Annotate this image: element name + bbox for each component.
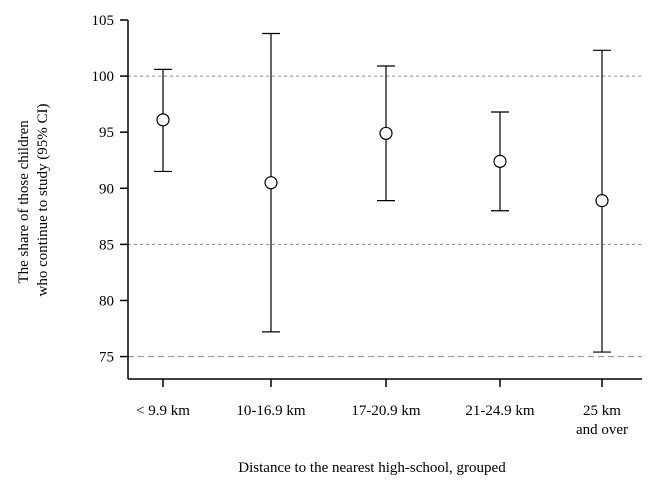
point-estimate xyxy=(156,113,170,127)
y-ticks: 75 80 85 90 95 100 105 xyxy=(92,13,128,366)
x-axis-title: Distance to the nearest high-school, gro… xyxy=(238,460,506,476)
error-bars xyxy=(154,32,611,353)
reference-lines xyxy=(128,75,642,358)
y-tick-label: 75 xyxy=(99,350,114,366)
y-tick-label: 95 xyxy=(99,125,114,141)
y-tick-label: 85 xyxy=(99,237,114,253)
point-estimate xyxy=(595,194,609,208)
y-tick-label: 105 xyxy=(92,13,115,29)
x-tick-label: 21-24.9 km xyxy=(465,403,534,419)
x-tick-label: and over xyxy=(576,422,628,438)
x-tick-label: 25 km xyxy=(583,403,621,419)
x-tick-label: < 9.9 km xyxy=(136,403,190,419)
y-tick-label: 80 xyxy=(99,293,114,309)
point-estimate xyxy=(379,126,393,140)
y-axis-title-line-2: who continue to study (95% CI) xyxy=(35,104,51,297)
y-axis-title: The share of those children who continue… xyxy=(16,104,51,297)
point-estimate xyxy=(264,176,278,190)
x-tick-label: 10-16.9 km xyxy=(236,403,305,419)
y-axis-title-line-1: The share of those children xyxy=(16,120,32,284)
y-tick-label: 90 xyxy=(99,181,114,197)
y-tick-label: 100 xyxy=(92,69,115,85)
point-estimate xyxy=(493,154,507,168)
x-ticks: < 9.9 km 10-16.9 km 17-20.9 km 21-24.9 km 25… xyxy=(136,379,628,438)
points xyxy=(156,113,609,208)
x-tick-label: 17-20.9 km xyxy=(351,403,420,419)
